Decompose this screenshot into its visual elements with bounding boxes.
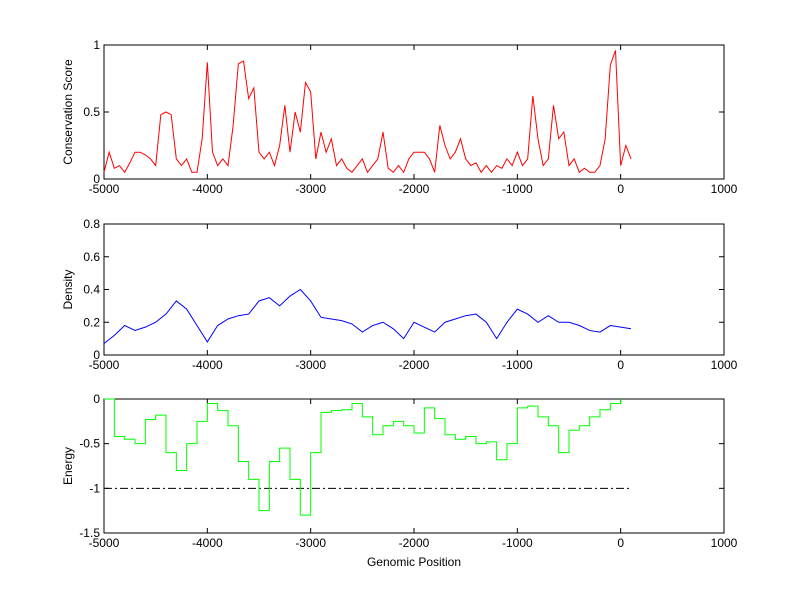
x-tick-label: 0 (617, 536, 624, 550)
y-tick-label: 0.5 (83, 105, 100, 119)
y-tick-label: -1 (89, 481, 100, 495)
x-tick-label: 1000 (711, 358, 738, 372)
y-tick-label: -1.5 (79, 526, 100, 540)
y-tick-label: 0 (93, 392, 100, 406)
energy-subplot: -5000 -4000 -3000 -2000 -1000 0 1000 -1.5 -1 -0.5… (61, 392, 738, 569)
x-tick-label: -5000 (89, 536, 120, 550)
x-tick-label: -5000 (89, 182, 120, 196)
x-tick-label: -1000 (502, 536, 533, 550)
series-line (103, 288, 632, 344)
y-tick-label: 0.8 (83, 217, 100, 231)
conservation-subplot: -5000 -4000 -3000 -2000 -1000 0 1000 0 0.5 1 Conse… (61, 38, 738, 196)
y-tick-label: 0 (93, 348, 100, 362)
y-tick-label: 0.2 (83, 315, 100, 329)
axes-box (103, 398, 725, 534)
x-tick-label: -1000 (502, 358, 533, 372)
x-tick-label: 1000 (711, 182, 738, 196)
x-tick-label: -2000 (399, 536, 430, 550)
y-axis-label: Density (61, 269, 75, 309)
x-tick-label: -3000 (295, 358, 326, 372)
x-tick-label: 0 (617, 358, 624, 372)
x-tick-label: -3000 (295, 536, 326, 550)
x-tick-label: -4000 (192, 536, 223, 550)
y-tick-label: -0.5 (79, 437, 100, 451)
x-tick-label: -4000 (192, 358, 223, 372)
x-tick-label: 1000 (711, 536, 738, 550)
y-tick-label: 1 (93, 38, 100, 52)
x-tick-label: 0 (617, 182, 624, 196)
x-tick-label: -4000 (192, 182, 223, 196)
x-tick-label: -5000 (89, 358, 120, 372)
y-axis-label: Energy (61, 447, 75, 485)
y-axis-label: Conservation Score (61, 59, 75, 165)
y-tick-label: 0.4 (83, 283, 100, 297)
x-tick-label: -2000 (399, 182, 430, 196)
axes-box (103, 223, 725, 356)
x-axis-label: Genomic Position (367, 555, 461, 569)
x-tick-label: -2000 (399, 358, 430, 372)
x-tick-label: -3000 (295, 182, 326, 196)
density-subplot: -5000 -4000 -3000 -2000 -1000 0 1000 0 0.2 0.4 0.6… (61, 217, 738, 372)
x-tick-label: -1000 (502, 182, 533, 196)
y-tick-label: 0.6 (83, 250, 100, 264)
y-tick-label: 0 (93, 172, 100, 186)
